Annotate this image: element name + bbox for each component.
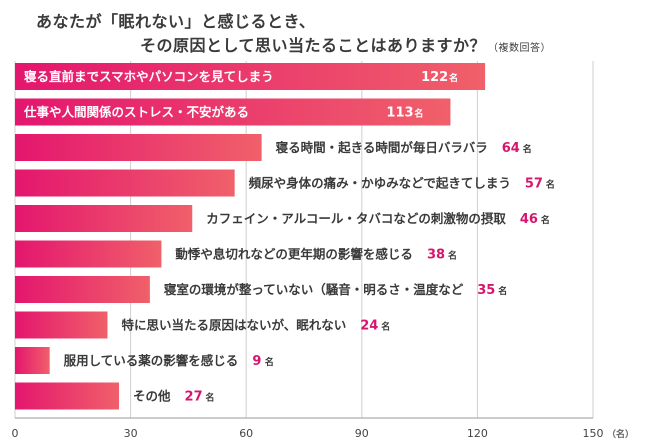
bar-value-unit: 名 bbox=[206, 392, 215, 404]
bar bbox=[15, 205, 193, 232]
bar-value-unit: 名 bbox=[541, 214, 550, 226]
bar-value-unit: 名 bbox=[448, 250, 457, 262]
bar-value-label: 122 bbox=[421, 70, 448, 85]
x-axis-unit: （名） bbox=[607, 428, 634, 440]
bar-value-label: 27 bbox=[185, 390, 203, 405]
bar bbox=[15, 347, 50, 374]
bar bbox=[15, 311, 108, 339]
bar bbox=[15, 169, 235, 197]
bar-value-label: 24 bbox=[360, 319, 378, 334]
x-tick-label: 60 bbox=[239, 427, 253, 440]
bar-value-unit: 名 bbox=[498, 285, 507, 297]
x-tick-label: 90 bbox=[355, 427, 369, 440]
bar-category-label: 服用している薬の影響を感じる bbox=[64, 353, 239, 368]
bar bbox=[15, 240, 162, 268]
bar-category-label: 寝る直前までスマホやパソコンを見てしまう bbox=[24, 69, 274, 84]
bar bbox=[15, 276, 150, 303]
title-line-2: その原因として思い当たることはありますか？ （複数回答） bbox=[140, 32, 551, 56]
x-tick-label: 30 bbox=[124, 427, 138, 440]
bar-value-label: 38 bbox=[427, 248, 445, 263]
bar-value-unit: 名 bbox=[381, 321, 390, 333]
bar-category-label: 仕事や人間関係のストレス・不安がある bbox=[23, 105, 249, 120]
bar-value-label: 57 bbox=[525, 177, 543, 192]
bar-category-label: 頻尿や身体の痛み・かゆみなどで起きてしまう bbox=[249, 176, 511, 191]
bar bbox=[15, 382, 120, 410]
bar bbox=[15, 134, 262, 161]
title-note: （複数回答） bbox=[488, 43, 552, 54]
bar-category-label: カフェイン・アルコール・タバコなどの刺激物の摂取 bbox=[206, 211, 506, 226]
x-tick-label: 120 bbox=[467, 427, 488, 440]
bar-value-label: 46 bbox=[520, 212, 538, 227]
bar-value-unit: 名 bbox=[523, 143, 532, 155]
bar-category-label: 寝る時間・起きる時間が毎日バラバラ bbox=[276, 140, 488, 155]
bar-category-label: 寝室の環境が整っていない（騒音・明るさ・温度など bbox=[164, 282, 464, 297]
bar-category-label: 動悸や息切れなどの更年期の影響を感じる bbox=[175, 247, 413, 262]
bar-value-unit: 名 bbox=[449, 72, 458, 84]
bar-category-label: 特に思い当たる原因はないが、眠れない bbox=[121, 318, 346, 333]
title-question: その原因として思い当たることはありますか？ bbox=[140, 36, 487, 55]
x-tick-label: 0 bbox=[12, 427, 19, 440]
bar-value-label: 9 bbox=[252, 354, 261, 369]
bar-value-unit: 名 bbox=[546, 179, 555, 191]
bar bbox=[15, 98, 451, 126]
bar-value-unit: 名 bbox=[414, 108, 423, 120]
title-line-1: あなたが「眠れない」と感じるとき、 bbox=[36, 12, 316, 31]
bar bbox=[15, 63, 486, 90]
bar-value-label: 35 bbox=[477, 283, 495, 298]
bar-value-label: 64 bbox=[502, 141, 520, 156]
x-tick-label: 150 bbox=[583, 427, 604, 440]
bar-category-label: その他 bbox=[133, 389, 171, 404]
bar-value-unit: 名 bbox=[265, 356, 274, 368]
bar-value-label: 113 bbox=[386, 106, 413, 121]
chart-title: あなたが「眠れない」と感じるとき、 その原因として思い当たることはありますか？（… bbox=[0, 0, 650, 60]
